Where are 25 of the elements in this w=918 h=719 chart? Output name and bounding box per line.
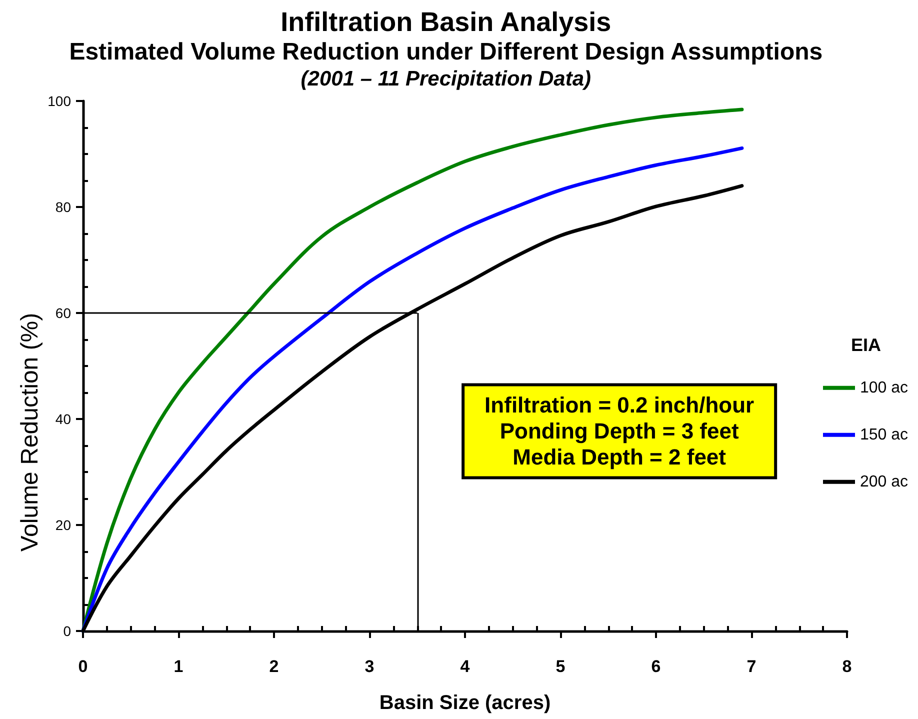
x-tick-label: 2	[269, 657, 279, 676]
chart-subtitle: Estimated Volume Reduction under Different Design Assumptions	[69, 38, 823, 66]
text: (2001 – 11 Precipitation Data)	[300, 68, 592, 90]
x-tick-label: 4	[460, 657, 470, 676]
y-tick-label: 40	[55, 411, 72, 427]
x-tick-label: 8	[842, 657, 852, 676]
y-tick-label: 60	[55, 305, 72, 321]
legend-label: 200 ac	[860, 473, 908, 490]
x-axis-title: Basin Size (acres)	[379, 692, 551, 714]
y-tick-label: 20	[55, 517, 72, 533]
x-tick-label: 7	[746, 657, 756, 676]
y-tick-label: 80	[55, 199, 72, 215]
x-tick-label: 5	[556, 657, 566, 676]
x-tick-label: 0	[78, 657, 88, 676]
legend-label: 100 ac	[860, 379, 908, 396]
legend-title: EIA	[850, 334, 882, 355]
y-tick-label: 100	[48, 93, 72, 109]
x-tick-label: 1	[174, 657, 184, 676]
annotation: Infiltration = 0.2 inch/hour Ponding Depth = 3 feet Media Depth = 2 feet	[484, 392, 755, 470]
x-tick-label: 3	[364, 657, 374, 676]
chart-title: Infiltration Basin Analysis	[280, 7, 612, 37]
x-tick-label: 6	[651, 657, 661, 676]
y-tick-label: 0	[63, 623, 72, 639]
y-axis-title: Volume Reduction (%)	[16, 312, 44, 552]
legend-label: 150 ac	[860, 426, 908, 444]
